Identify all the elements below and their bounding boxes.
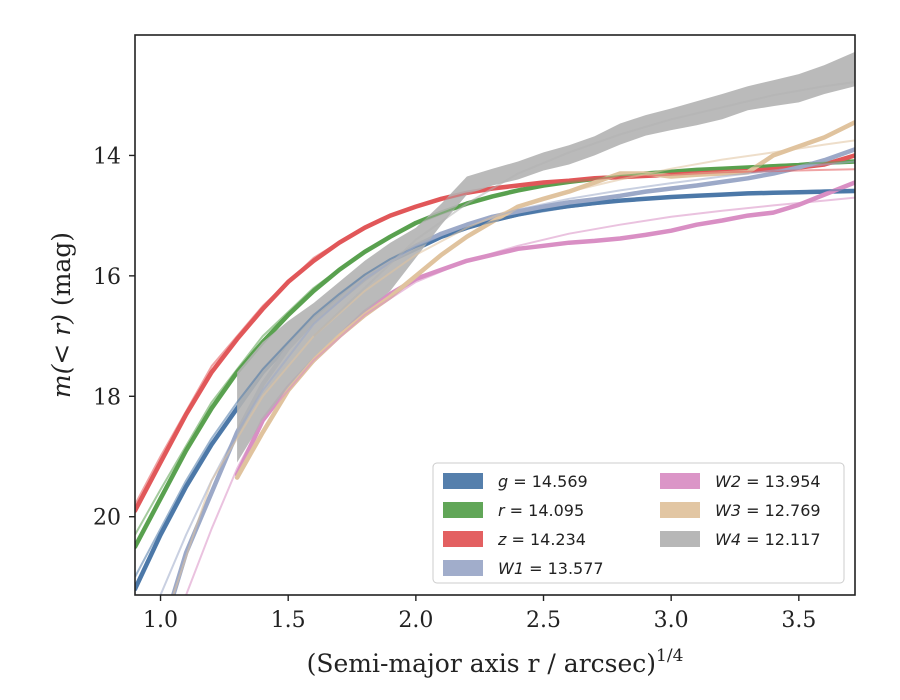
plot-frame <box>134 34 856 596</box>
x-tick-label: 1.0 <box>143 608 178 633</box>
legend-label-w3: W3 = 12.769 <box>715 501 821 520</box>
legend-label-w1: W1 = 13.577 <box>498 559 604 578</box>
x-tick-label: 1.5 <box>271 608 306 633</box>
y-axis-ticks: 14 16 18 20 <box>93 144 135 531</box>
legend-swatch-w4 <box>660 531 700 547</box>
legend-swatch-w2 <box>660 473 700 489</box>
x-tick-label: 2.0 <box>398 608 433 633</box>
x-tick-label: 3.0 <box>654 608 689 633</box>
series-r-fit <box>135 160 855 536</box>
y-tick-label: 16 <box>93 265 121 290</box>
legend-label-g: g = 14.569 <box>498 472 588 491</box>
series-g-fit <box>135 188 855 578</box>
y-tick-label: 18 <box>93 385 121 410</box>
legend-swatch-g <box>443 473 483 489</box>
legend-label-z: z = 14.234 <box>497 530 586 549</box>
y-tick-label: 14 <box>93 144 121 169</box>
y-axis-label: m(< r) (mag) <box>47 232 76 398</box>
series-w4-fit <box>313 81 855 337</box>
legend-label-w2: W2 = 13.954 <box>715 472 821 491</box>
legend-swatch-w3 <box>660 502 700 518</box>
legend-box <box>432 462 845 584</box>
legend-swatch-r <box>443 502 483 518</box>
series-w4-band <box>237 51 855 463</box>
x-axis-ticks: 1.0 1.5 2.0 2.5 3.0 3.5 <box>143 595 816 633</box>
legend-label-w4: W4 = 12.117 <box>715 530 821 549</box>
x-tick-label: 3.5 <box>781 608 816 633</box>
x-axis-label: (Semi-major axis r / arcsec)1/4 <box>307 646 684 678</box>
legend-label-r: r = 14.095 <box>498 501 584 520</box>
series-fits <box>135 81 855 595</box>
series-w3-fit <box>172 139 855 595</box>
y-tick-label: 20 <box>93 506 121 531</box>
legend: g = 14.569 r = 14.095 z = 14.234 W1 = 13.57… <box>432 462 845 584</box>
series-w2-fit <box>185 196 855 595</box>
series-w1-fit <box>159 160 855 595</box>
legend-swatch-w1 <box>443 560 483 576</box>
x-tick-label: 2.5 <box>526 608 561 633</box>
legend-swatch-z <box>443 531 483 547</box>
